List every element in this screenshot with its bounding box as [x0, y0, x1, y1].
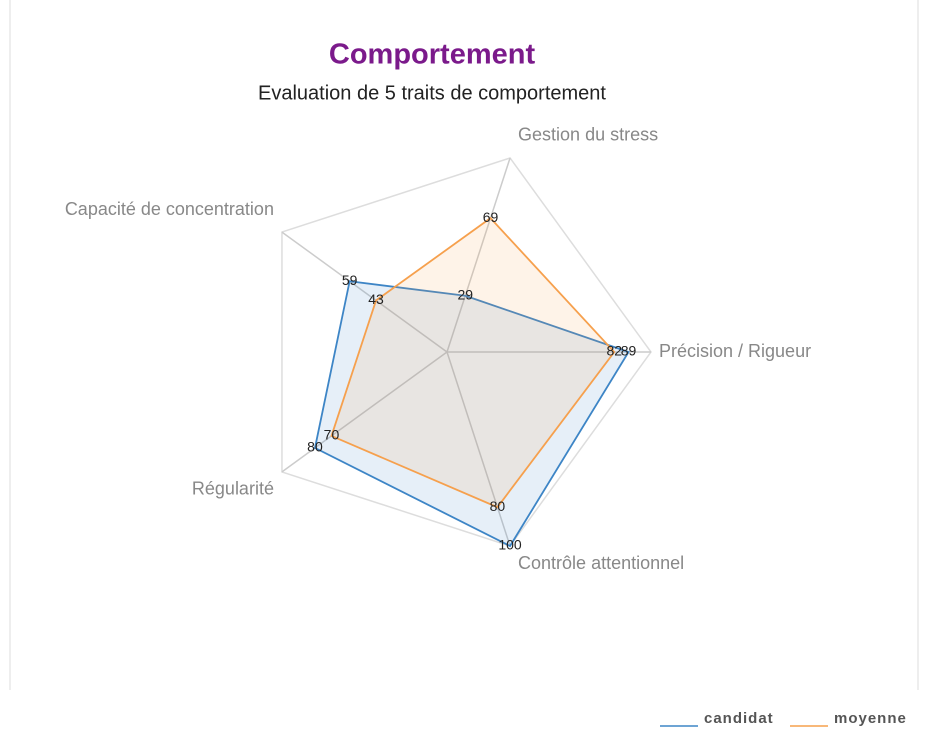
axis-label: Capacité de concentration: [65, 199, 274, 219]
axis-label: Régularité: [192, 479, 274, 499]
legend-label: moyenne: [834, 710, 907, 727]
axis-label: Contrôle attentionnel: [518, 553, 684, 573]
series-area: [313, 280, 630, 548]
spoke: [446, 157, 511, 353]
data-label: 100: [498, 537, 522, 553]
spoke: [446, 351, 511, 547]
data-label: 82: [606, 343, 622, 359]
axis-label: Précision / Rigueur: [659, 341, 811, 361]
axis-label: Gestion du stress: [518, 125, 658, 145]
chart-title: Comportement: [329, 39, 536, 71]
grid-outline: [281, 157, 652, 547]
chart-subtitle: Evaluation de 5 traits de comportement: [258, 82, 606, 104]
series-area: [330, 216, 616, 509]
data-label: 70: [324, 427, 340, 443]
data-label: 89: [621, 343, 637, 359]
legend-label: candidat: [704, 710, 774, 727]
data-label: 80: [307, 439, 323, 455]
data-label: 59: [342, 272, 358, 288]
data-label: 69: [483, 209, 499, 225]
data-label: 80: [490, 498, 506, 514]
spoke: [281, 231, 448, 353]
data-label: 43: [368, 291, 384, 307]
data-label: 29: [457, 286, 473, 302]
spoke: [281, 351, 448, 473]
